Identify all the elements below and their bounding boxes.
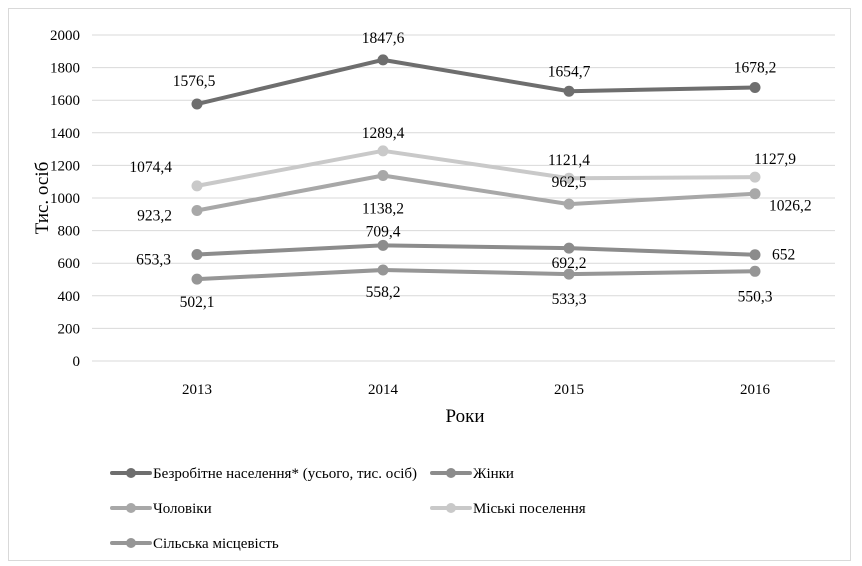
series-line: [195, 243, 757, 257]
x-tick-label: 2013: [182, 382, 212, 398]
data-point: [377, 239, 389, 251]
legend-swatch-marker: [126, 468, 136, 478]
series-line: [195, 57, 757, 107]
data-label: 1026,2: [769, 198, 812, 215]
data-point: [191, 205, 203, 217]
series-line: [195, 148, 757, 188]
legend-item: Міські поселення: [430, 501, 586, 517]
data-point: [563, 268, 575, 280]
y-tick-label: 800: [58, 224, 81, 240]
y-tick-label: 1600: [50, 93, 80, 109]
data-point: [377, 169, 389, 181]
data-label: 1678,2: [734, 59, 777, 76]
data-label: 502,1: [180, 294, 215, 311]
x-axis-title: Роки: [446, 406, 485, 427]
data-label: 652: [772, 247, 795, 264]
y-tick-label: 200: [58, 321, 81, 337]
y-tick-label: 0: [73, 354, 81, 370]
data-point: [749, 81, 761, 93]
data-label: 923,2: [137, 208, 172, 225]
legend-swatch-marker: [446, 503, 456, 513]
legend-swatch-marker: [446, 468, 456, 478]
data-point: [563, 172, 575, 184]
legend-swatch-marker: [126, 538, 136, 548]
data-label: 1289,4: [362, 125, 405, 142]
legend: Безробітне населення* (усього, тис. осіб…: [110, 466, 586, 552]
data-point: [563, 198, 575, 210]
data-label: 1138,2: [362, 200, 404, 217]
data-label: 550,3: [738, 288, 773, 305]
data-point: [191, 98, 203, 110]
legend-label: Міські поселення: [473, 501, 586, 517]
data-point: [749, 249, 761, 261]
y-axis-title: Тис. осіб: [32, 162, 53, 235]
data-label: 1847,6: [362, 30, 405, 47]
data-label: 653,3: [136, 252, 171, 269]
data-label: 558,2: [366, 284, 401, 301]
legend-label: Безробітне населення* (усього, тис. осіб…: [153, 466, 417, 482]
legend-item: Жінки: [430, 466, 514, 482]
legend-item: Чоловіки: [110, 501, 212, 517]
data-label: 1654,7: [548, 63, 591, 80]
x-tick-label: 2015: [554, 382, 584, 398]
y-tick-label: 600: [58, 256, 81, 272]
data-label: 533,3: [552, 291, 587, 308]
y-tick-label: 1200: [50, 158, 80, 174]
data-point: [377, 264, 389, 276]
data-label: 1121,4: [548, 152, 590, 169]
data-label: 709,4: [366, 223, 401, 240]
data-point: [191, 180, 203, 192]
series-line: [195, 173, 757, 213]
series-lines: [191, 54, 761, 285]
data-point: [191, 249, 203, 261]
data-label: 1074,4: [129, 159, 172, 176]
data-labels: 1576,5 1847,6 1654,7 1678,2 653,3 709,4 692,2 6…: [129, 30, 811, 311]
data-label: 962,5: [552, 174, 587, 191]
legend-label: Сільська місцевість: [153, 536, 279, 552]
series-line: [195, 268, 757, 282]
legend-item: Безробітне населення* (усього, тис. осіб…: [110, 466, 417, 482]
y-tick-label: 1800: [50, 61, 80, 77]
data-point: [749, 188, 761, 200]
y-tick-label: 1400: [50, 126, 80, 142]
data-point: [377, 145, 389, 157]
data-label: 1576,5: [173, 73, 216, 90]
y-tick-label: 400: [58, 289, 81, 305]
data-label: 1127,9: [754, 151, 796, 168]
x-tick-label: 2016: [740, 382, 771, 398]
data-point: [563, 242, 575, 254]
data-point: [749, 171, 761, 183]
data-point: [377, 54, 389, 66]
legend-item: Сільська місцевість: [110, 536, 279, 552]
y-tick-label: 1000: [50, 191, 80, 207]
data-label: 692,2: [552, 255, 587, 272]
data-point: [749, 265, 761, 277]
axes: 0 200 400 600 800 1000 1200 1400 1600 1800 2000 201…: [32, 28, 771, 427]
legend-label: Жінки: [473, 466, 514, 482]
data-point: [563, 85, 575, 97]
y-tick-label: 2000: [50, 28, 80, 44]
legend-swatch-marker: [126, 503, 136, 513]
x-tick-label: 2014: [368, 382, 399, 398]
data-point: [191, 273, 203, 285]
legend-label: Чоловіки: [153, 501, 212, 517]
